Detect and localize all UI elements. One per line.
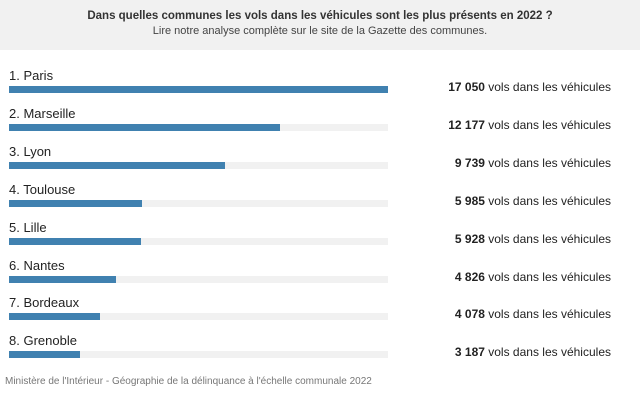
category-label: 3. Lyon bbox=[9, 143, 52, 159]
bar-row: 7. Bordeaux 4 078 vols dans les véhicules bbox=[0, 295, 640, 333]
chart-title: Dans quelles communes les vols dans les … bbox=[87, 10, 553, 22]
chart-subtitle: Lire notre analyse complète sur le site … bbox=[152, 25, 488, 37]
bar-row: 3. Lyon 9 739 vols dans les véhicules bbox=[0, 144, 640, 182]
chart-header: Dans quelles communes les vols dans les … bbox=[0, 0, 640, 50]
value-number: 3 187 bbox=[454, 345, 485, 360]
value-unit: vols dans les véhicules bbox=[484, 345, 611, 360]
bar-row: 5. Lille 5 928 vols dans les véhicules bbox=[0, 220, 640, 258]
value-number: 5 928 bbox=[454, 231, 485, 246]
category-label: 6. Nantes bbox=[9, 257, 65, 273]
bar bbox=[9, 161, 226, 169]
category-label: 7. Bordeaux bbox=[9, 295, 80, 311]
category-label: 2. Marseille bbox=[9, 105, 76, 121]
value-unit: vols dans les véhicules bbox=[484, 269, 611, 284]
category-label: 8. Grenoble bbox=[9, 333, 77, 349]
value-number: 4 826 bbox=[454, 269, 485, 284]
value-number: 5 985 bbox=[454, 193, 485, 208]
value-unit: vols dans les véhicules bbox=[484, 155, 611, 170]
value-unit: vols dans les véhicules bbox=[484, 117, 611, 132]
bar bbox=[9, 351, 80, 359]
value-label: 9 739 vols dans les véhicules bbox=[455, 156, 611, 170]
bar-row: 2. Marseille 12 177 vols dans les véhicul… bbox=[0, 106, 640, 144]
bar bbox=[9, 199, 143, 207]
bar-track bbox=[9, 351, 388, 359]
value-label: 4 826 vols dans les véhicules bbox=[455, 270, 611, 284]
category-label: 1. Paris bbox=[9, 68, 54, 83]
value-number: 9 739 bbox=[454, 155, 485, 170]
value-number: 4 078 bbox=[454, 307, 485, 322]
bar-track bbox=[9, 275, 388, 283]
value-unit: vols dans les véhicules bbox=[484, 193, 611, 208]
bar-track bbox=[9, 313, 388, 321]
bar bbox=[9, 123, 280, 131]
value-number: 17 050 bbox=[448, 80, 485, 94]
bar-track bbox=[9, 161, 388, 169]
bar bbox=[9, 86, 388, 93]
bar bbox=[9, 313, 100, 321]
bar-track bbox=[9, 199, 388, 207]
value-unit: vols dans les véhicules bbox=[484, 231, 611, 246]
value-label: 17 050 vols dans les véhicules bbox=[448, 80, 611, 94]
bar-row: 6. Nantes 4 826 vols dans les véhicules bbox=[0, 258, 640, 296]
value-unit: vols dans les véhicules bbox=[484, 80, 611, 94]
bar-track bbox=[9, 237, 388, 245]
value-label: 12 177 vols dans les véhicules bbox=[448, 118, 611, 132]
bar-row: 8. Grenoble 3 187 vols dans les véhicules bbox=[0, 333, 640, 371]
category-label: 5. Lille bbox=[9, 219, 47, 235]
value-label: 5 928 vols dans les véhicules bbox=[455, 232, 611, 246]
value-label: 5 985 vols dans les véhicules bbox=[455, 194, 611, 208]
bar-row: 4. Toulouse 5 985 vols dans les véhicules bbox=[0, 182, 640, 220]
value-label: 3 187 vols dans les véhicules bbox=[455, 345, 611, 359]
value-number: 12 177 bbox=[448, 117, 485, 132]
source-note: Ministère de l'Intérieur - Géographie de… bbox=[5, 376, 372, 387]
bar-track bbox=[9, 86, 388, 93]
bar-track bbox=[9, 123, 388, 131]
category-label: 4. Toulouse bbox=[9, 181, 76, 197]
value-unit: vols dans les véhicules bbox=[484, 307, 611, 322]
bar bbox=[9, 237, 141, 245]
value-label: 4 078 vols dans les véhicules bbox=[455, 307, 611, 321]
bar bbox=[9, 275, 117, 283]
bar-row: 1. Paris 17 050 vols dans les véhicules bbox=[0, 68, 640, 106]
